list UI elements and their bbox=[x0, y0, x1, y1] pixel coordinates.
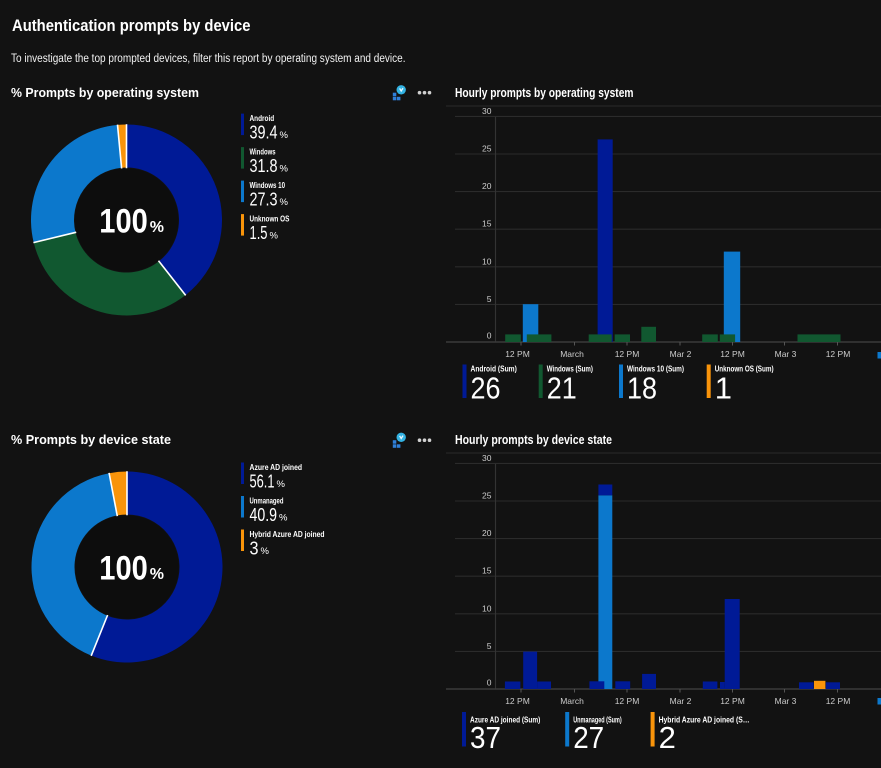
svg-text:12 PM: 12 PM bbox=[826, 349, 851, 359]
svg-text:39.4: 39.4 bbox=[250, 121, 278, 142]
svg-text:% Prompts by operating system: % Prompts by operating system bbox=[11, 86, 199, 100]
svg-text:%: % bbox=[279, 512, 288, 523]
svg-text:10: 10 bbox=[482, 603, 492, 613]
svg-text:% Prompts by device state: % Prompts by device state bbox=[11, 433, 171, 447]
svg-text:March: March bbox=[560, 349, 584, 359]
svg-text:Azure AD joined: Azure AD joined bbox=[250, 463, 303, 472]
svg-text:31.8: 31.8 bbox=[250, 155, 278, 176]
svg-text:Windows 10: Windows 10 bbox=[250, 181, 286, 190]
svg-text:Hourly prompts by operating sy: Hourly prompts by operating system bbox=[455, 86, 634, 100]
svg-text:1.5: 1.5 bbox=[250, 222, 268, 243]
svg-text:15: 15 bbox=[482, 219, 492, 229]
svg-text:Azure AD joined (Sum): Azure AD joined (Sum) bbox=[470, 715, 541, 724]
svg-text:Unknown OS: Unknown OS bbox=[250, 215, 290, 224]
svg-text:0: 0 bbox=[487, 678, 492, 688]
svg-text:37: 37 bbox=[470, 720, 501, 755]
svg-text:25: 25 bbox=[482, 144, 492, 154]
svg-text:15: 15 bbox=[482, 566, 492, 576]
svg-text:20: 20 bbox=[482, 528, 492, 538]
svg-text:%: % bbox=[280, 130, 289, 141]
svg-text:Android (Sum): Android (Sum) bbox=[471, 365, 518, 374]
svg-text:100: 100 bbox=[99, 203, 148, 241]
svg-text:Unknown OS (Sum): Unknown OS (Sum) bbox=[715, 365, 774, 374]
svg-text:Hourly prompts by device state: Hourly prompts by device state bbox=[455, 433, 612, 447]
svg-text:Mar 2: Mar 2 bbox=[670, 696, 692, 706]
svg-text:5: 5 bbox=[487, 294, 492, 304]
svg-text:Hybrid Azure AD joined (S…: Hybrid Azure AD joined (S… bbox=[659, 715, 750, 724]
svg-text:40.9: 40.9 bbox=[250, 504, 278, 525]
svg-text:Windows: Windows bbox=[250, 148, 276, 157]
svg-text:0: 0 bbox=[487, 331, 492, 341]
svg-text:56.1: 56.1 bbox=[250, 470, 275, 491]
svg-text:12 PM: 12 PM bbox=[615, 349, 640, 359]
svg-text:27: 27 bbox=[573, 720, 604, 755]
svg-text:%: % bbox=[280, 197, 289, 208]
svg-text:12 PM: 12 PM bbox=[505, 696, 530, 706]
svg-text:1: 1 bbox=[715, 371, 732, 406]
svg-text:Unmanaged: Unmanaged bbox=[250, 497, 284, 506]
svg-text:10: 10 bbox=[482, 256, 492, 266]
svg-text:2: 2 bbox=[659, 720, 676, 755]
svg-text:Mar 2: Mar 2 bbox=[670, 349, 692, 359]
svg-text:30: 30 bbox=[482, 106, 492, 116]
svg-text:Hybrid Azure AD joined: Hybrid Azure AD joined bbox=[250, 530, 325, 539]
svg-text:To investigate the top prompte: To investigate the top prompted devices,… bbox=[11, 53, 406, 65]
svg-text:20: 20 bbox=[482, 181, 492, 191]
svg-text:%: % bbox=[150, 566, 164, 583]
svg-text:Mar 3: Mar 3 bbox=[775, 696, 797, 706]
svg-text:Android: Android bbox=[250, 114, 275, 123]
svg-text:100: 100 bbox=[99, 550, 148, 588]
svg-text:%: % bbox=[280, 163, 289, 174]
svg-text:Mar 3: Mar 3 bbox=[775, 349, 797, 359]
svg-text:12 PM: 12 PM bbox=[826, 696, 851, 706]
svg-text:27.3: 27.3 bbox=[250, 188, 278, 209]
svg-text:%: % bbox=[277, 479, 286, 490]
svg-text:3: 3 bbox=[250, 537, 259, 558]
svg-text:30: 30 bbox=[482, 453, 492, 463]
svg-text:%: % bbox=[150, 219, 164, 236]
svg-text:25: 25 bbox=[482, 491, 492, 501]
svg-text:12 PM: 12 PM bbox=[615, 696, 640, 706]
svg-text:12 PM: 12 PM bbox=[720, 696, 745, 706]
svg-text:26: 26 bbox=[471, 371, 501, 406]
svg-text:18: 18 bbox=[627, 371, 657, 406]
svg-text:12 PM: 12 PM bbox=[720, 349, 745, 359]
svg-text:Windows (Sum): Windows (Sum) bbox=[547, 365, 594, 374]
svg-text:%: % bbox=[270, 230, 279, 241]
svg-text:Unmanaged (Sum): Unmanaged (Sum) bbox=[573, 715, 622, 724]
svg-text:%: % bbox=[261, 546, 270, 557]
svg-text:March: March bbox=[560, 696, 584, 706]
svg-text:Windows 10 (Sum): Windows 10 (Sum) bbox=[627, 365, 684, 374]
svg-text:5: 5 bbox=[487, 641, 492, 651]
svg-text:21: 21 bbox=[547, 371, 577, 406]
svg-text:12 PM: 12 PM bbox=[505, 349, 530, 359]
svg-text:Authentication prompts by devi: Authentication prompts by device bbox=[12, 16, 251, 35]
